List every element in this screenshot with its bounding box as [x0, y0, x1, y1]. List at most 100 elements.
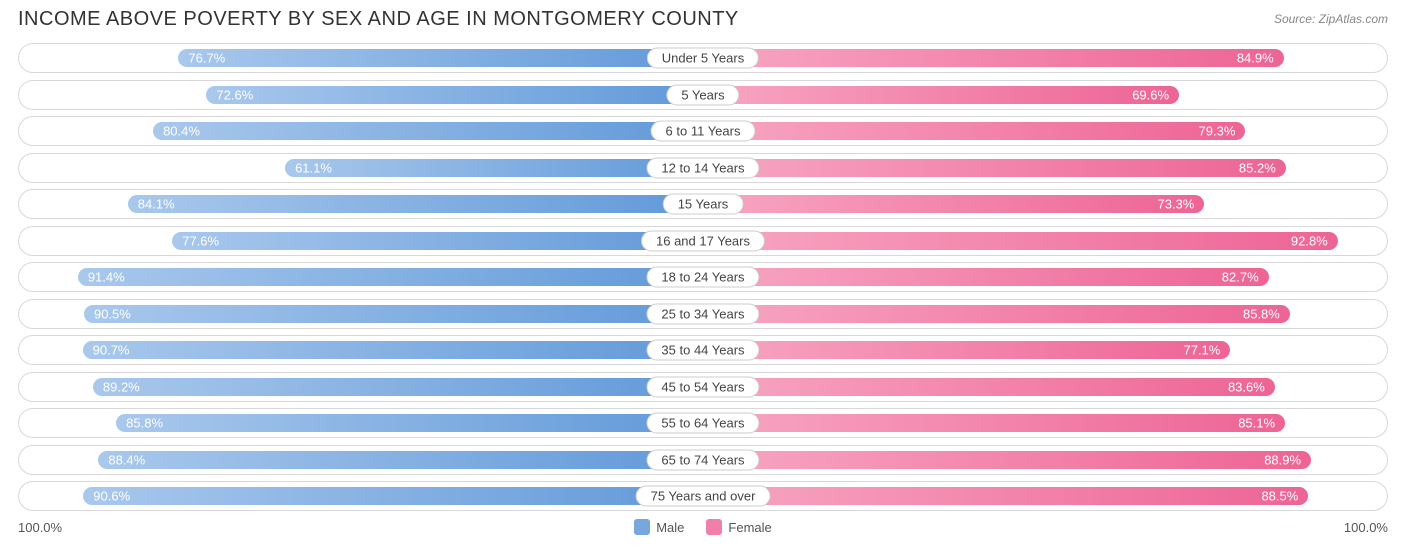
- chart-title: INCOME ABOVE POVERTY BY SEX AND AGE IN M…: [18, 8, 739, 31]
- chart-row: 84.1% 73.3% 15 Years: [18, 189, 1388, 219]
- female-value-label: 88.9%: [1264, 452, 1301, 467]
- age-label: 12 to 14 Years: [646, 157, 759, 178]
- female-bar: 85.1%: [703, 414, 1285, 432]
- female-bar: 92.8%: [703, 232, 1338, 250]
- chart-row: 90.7% 77.1% 35 to 44 Years: [18, 335, 1388, 365]
- male-half: 61.1%: [19, 154, 703, 182]
- male-bar: 72.6%: [206, 86, 703, 104]
- female-half: 79.3%: [703, 117, 1387, 145]
- female-bar: 85.8%: [703, 305, 1290, 323]
- male-half: 85.8%: [19, 409, 703, 437]
- legend-item-male: Male: [634, 519, 684, 535]
- male-value-label: 89.2%: [103, 379, 140, 394]
- chart-row: 90.6% 88.5% 75 Years and over: [18, 481, 1388, 511]
- chart-row: 61.1% 85.2%12 to 14 Years: [18, 153, 1388, 183]
- male-value-label: 61.1%: [295, 160, 332, 175]
- female-value-label: 92.8%: [1291, 233, 1328, 248]
- age-label: 75 Years and over: [636, 486, 771, 507]
- female-bar: 83.6%: [703, 378, 1275, 396]
- male-half: 90.5%: [19, 300, 703, 328]
- axis-label-right: 100.0%: [1328, 520, 1388, 535]
- female-value-label: 77.1%: [1183, 343, 1220, 358]
- female-half: 85.1%: [703, 409, 1387, 437]
- female-value-label: 79.3%: [1199, 124, 1236, 139]
- male-value-label: 85.8%: [126, 416, 163, 431]
- male-value-label: 72.6%: [216, 87, 253, 102]
- legend-male-label: Male: [656, 520, 684, 535]
- male-bar: 91.4%: [78, 268, 703, 286]
- female-half: 88.9%: [703, 446, 1387, 474]
- male-half: 84.1%: [19, 190, 703, 218]
- male-half: 80.4%: [19, 117, 703, 145]
- female-half: 84.9%: [703, 44, 1387, 72]
- chart-row: 91.4% 82.7%18 to 24 Years: [18, 262, 1388, 292]
- chart-row: 85.8% 85.1%55 to 64 Years: [18, 408, 1388, 438]
- male-bar: 85.8%: [116, 414, 703, 432]
- axis-label-left: 100.0%: [18, 520, 78, 535]
- male-value-label: 80.4%: [163, 124, 200, 139]
- male-bar: 90.6%: [83, 487, 703, 505]
- chart-area: 76.7% 84.9% Under 5 Years 72.6% 69.6% 5 Years…: [18, 43, 1388, 511]
- female-value-label: 88.5%: [1261, 489, 1298, 504]
- male-half: 90.6%: [19, 482, 703, 510]
- female-half: 69.6%: [703, 81, 1387, 109]
- female-bar: 69.6%: [703, 86, 1179, 104]
- female-value-label: 73.3%: [1157, 197, 1194, 212]
- age-label: 6 to 11 Years: [651, 121, 756, 142]
- male-half: 89.2%: [19, 373, 703, 401]
- male-value-label: 91.4%: [88, 270, 125, 285]
- female-bar: 73.3%: [703, 195, 1204, 213]
- female-value-label: 83.6%: [1228, 379, 1265, 394]
- female-swatch: [706, 519, 722, 535]
- male-value-label: 90.7%: [93, 343, 130, 358]
- female-half: 83.6%: [703, 373, 1387, 401]
- legend-female-label: Female: [728, 520, 771, 535]
- male-bar: 76.7%: [178, 49, 703, 67]
- female-value-label: 84.9%: [1237, 51, 1274, 66]
- male-bar: 89.2%: [93, 378, 703, 396]
- chart-source: Source: ZipAtlas.com: [1274, 8, 1388, 26]
- female-bar: 85.2%: [703, 159, 1286, 177]
- chart-row: 76.7% 84.9% Under 5 Years: [18, 43, 1388, 73]
- male-bar: 90.7%: [83, 341, 703, 359]
- age-label: 45 to 54 Years: [646, 376, 759, 397]
- female-half: 85.8%: [703, 300, 1387, 328]
- age-label: 55 to 64 Years: [646, 413, 759, 434]
- age-label: 65 to 74 Years: [646, 449, 759, 470]
- male-bar: 77.6%: [172, 232, 703, 250]
- female-half: 73.3%: [703, 190, 1387, 218]
- male-half: 88.4%: [19, 446, 703, 474]
- female-half: 88.5%: [703, 482, 1387, 510]
- female-half: 82.7%: [703, 263, 1387, 291]
- female-bar: 82.7%: [703, 268, 1269, 286]
- age-label: 35 to 44 Years: [646, 340, 759, 361]
- age-label: 15 Years: [663, 194, 744, 215]
- legend: Male Female: [634, 519, 772, 535]
- male-half: 72.6%: [19, 81, 703, 109]
- male-bar: 90.5%: [84, 305, 703, 323]
- chart-row: 80.4% 79.3% 6 to 11 Years: [18, 116, 1388, 146]
- male-bar: 88.4%: [98, 451, 703, 469]
- male-swatch: [634, 519, 650, 535]
- male-bar: 84.1%: [128, 195, 703, 213]
- female-bar: 88.5%: [703, 487, 1308, 505]
- chart-header: INCOME ABOVE POVERTY BY SEX AND AGE IN M…: [18, 8, 1388, 31]
- age-label: 5 Years: [666, 84, 739, 105]
- female-value-label: 85.8%: [1243, 306, 1280, 321]
- male-value-label: 77.6%: [182, 233, 219, 248]
- male-value-label: 76.7%: [188, 51, 225, 66]
- age-label: 16 and 17 Years: [641, 230, 765, 251]
- age-label: 18 to 24 Years: [646, 267, 759, 288]
- chart-row: 90.5%85.8%25 to 34 Years: [18, 299, 1388, 329]
- chart-row: 89.2% 83.6% 45 to 54 Years: [18, 372, 1388, 402]
- chart-row: 77.6% 92.8% 16 and 17 Years: [18, 226, 1388, 256]
- female-value-label: 69.6%: [1132, 87, 1169, 102]
- female-bar: 88.9%: [703, 451, 1311, 469]
- chart-row: 72.6% 69.6% 5 Years: [18, 80, 1388, 110]
- male-value-label: 88.4%: [108, 452, 145, 467]
- male-value-label: 90.6%: [93, 489, 130, 504]
- male-half: 90.7%: [19, 336, 703, 364]
- male-bar: 80.4%: [153, 122, 703, 140]
- legend-item-female: Female: [706, 519, 771, 535]
- age-label: Under 5 Years: [647, 48, 759, 69]
